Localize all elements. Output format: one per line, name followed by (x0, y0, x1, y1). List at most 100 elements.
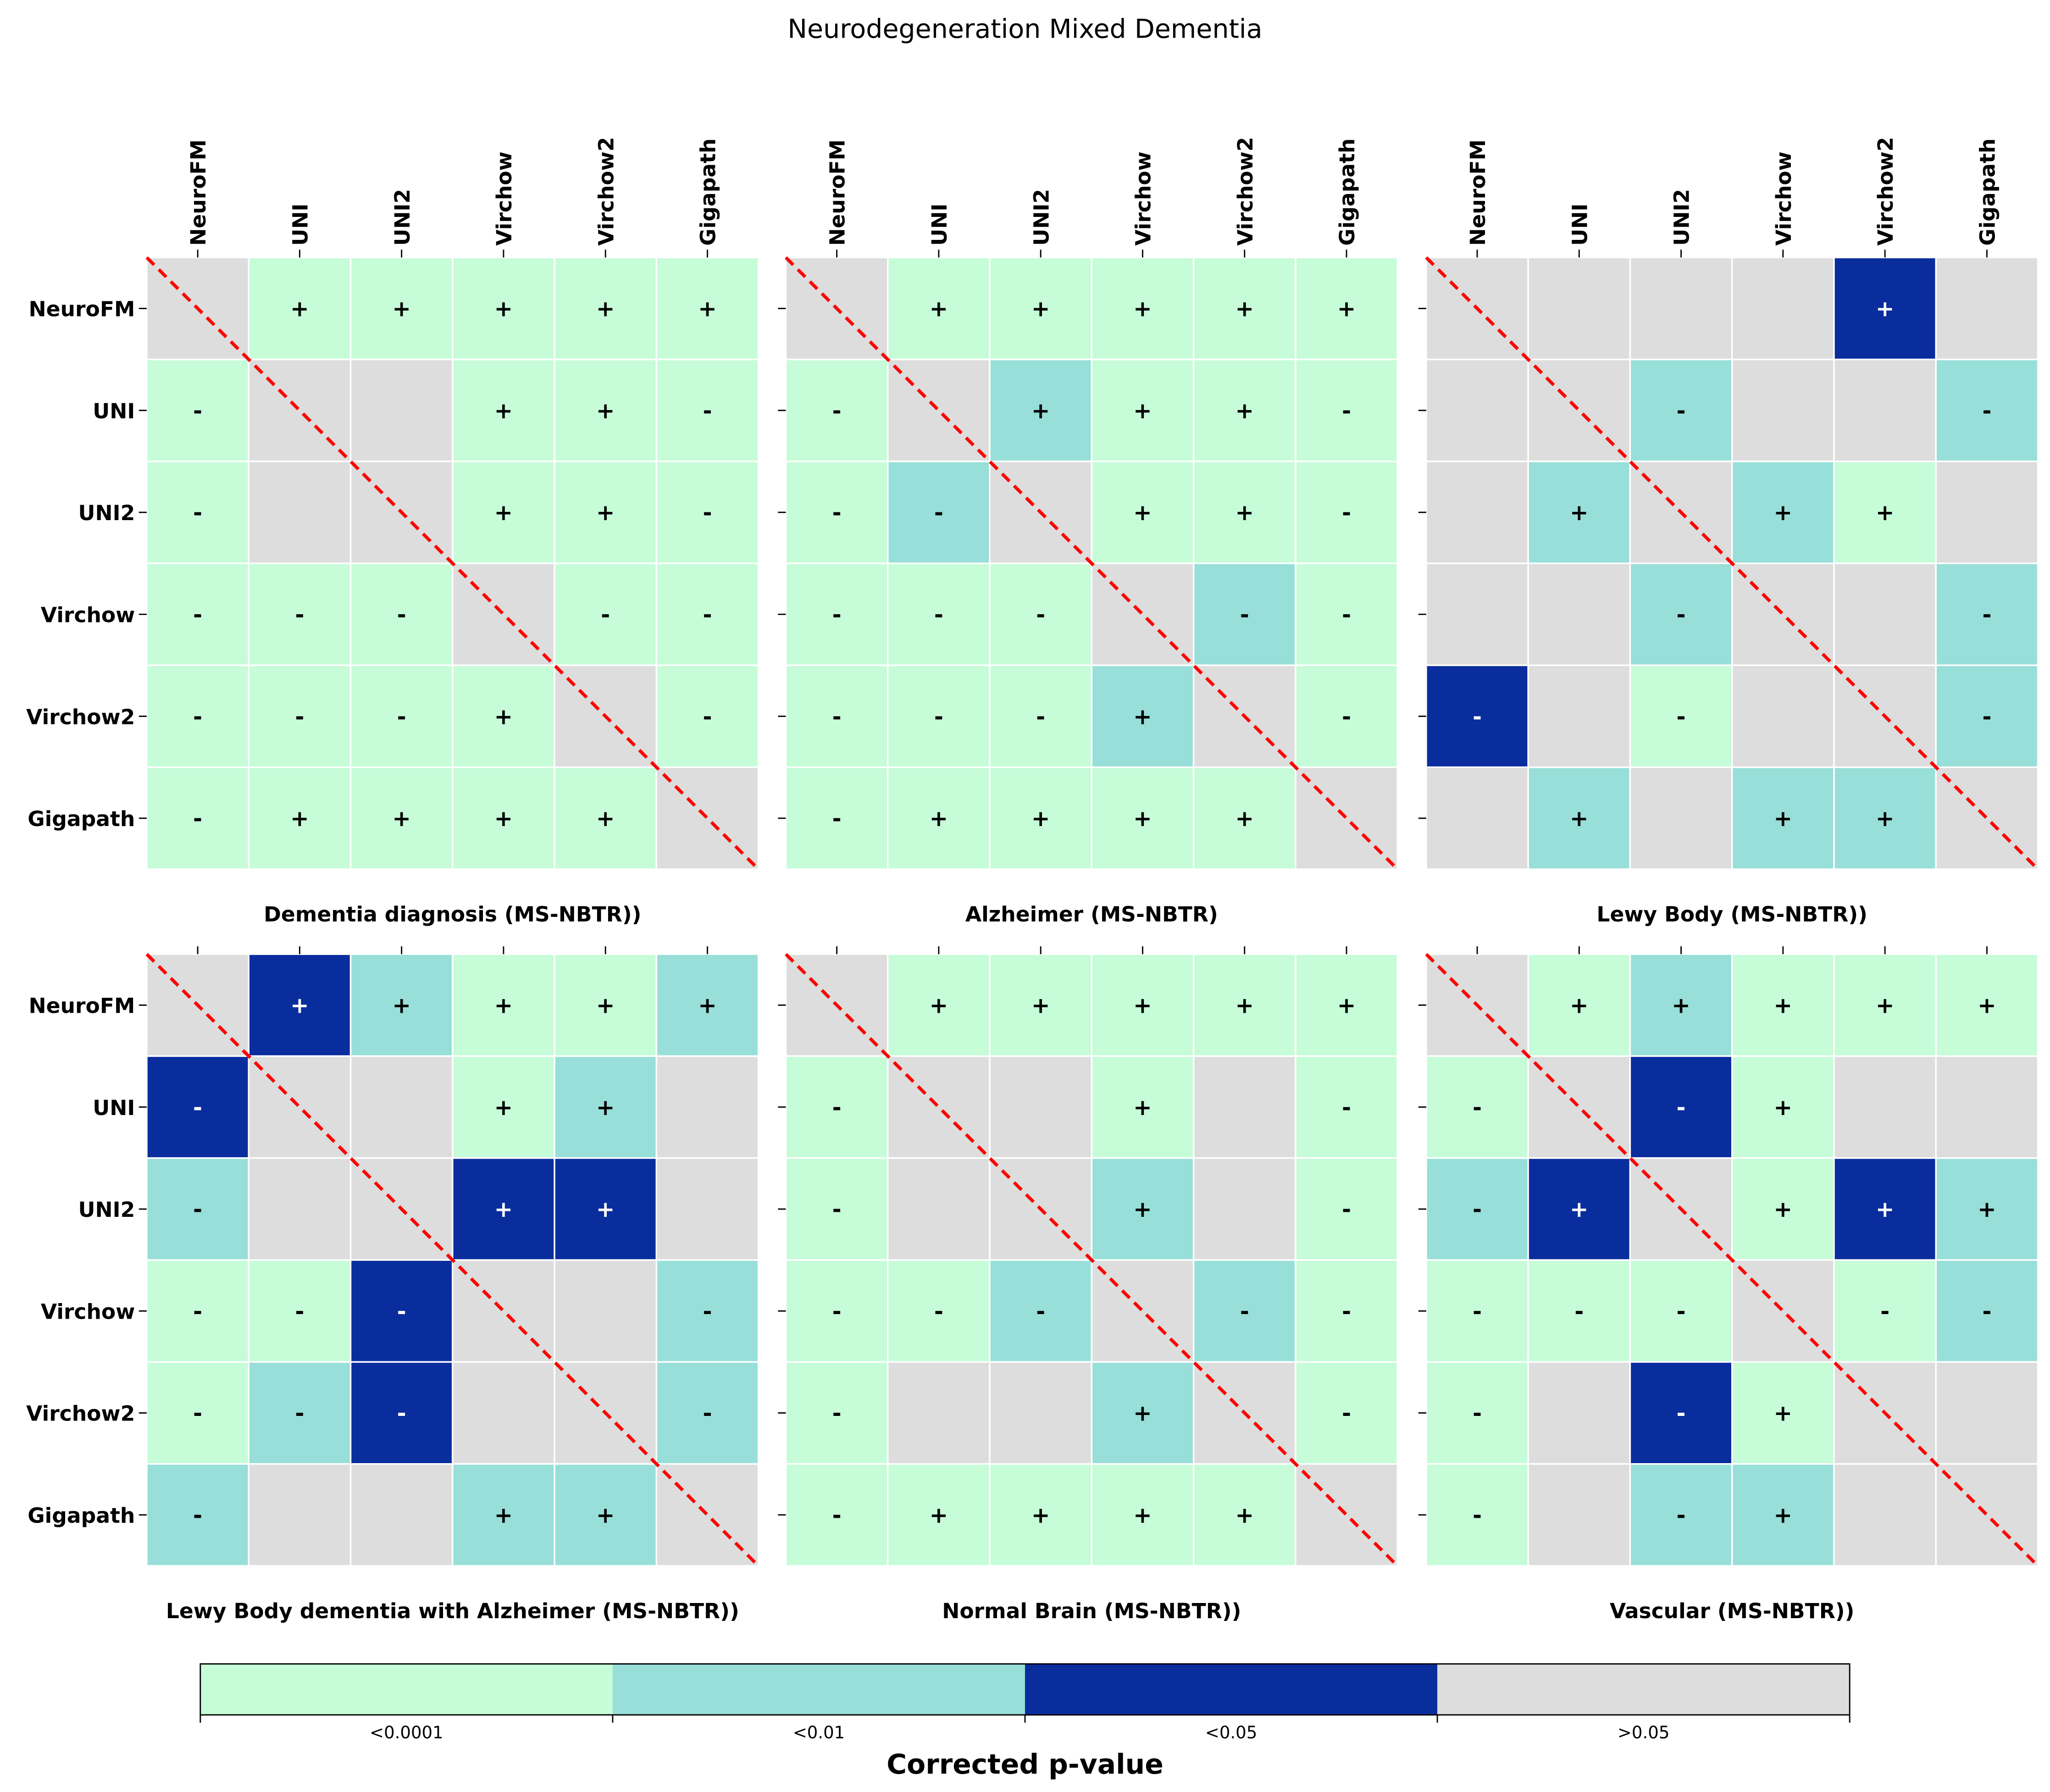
cell-sign-label: + (494, 1503, 513, 1528)
heatmap-cell (1629, 1259, 1733, 1363)
cell-sign-label: + (1774, 806, 1793, 832)
heatmap-cell (1192, 256, 1296, 361)
heatmap-cell (248, 766, 352, 870)
heatmap-cell (887, 460, 991, 564)
heatmap-cell (887, 1055, 991, 1159)
heatmap-cell (146, 1055, 249, 1159)
cell-sign-label: + (596, 1197, 615, 1222)
heatmap-cell (1731, 664, 1835, 768)
heatmap-cell (989, 766, 1093, 870)
colorbar-tick-label: <0.05 (1205, 1723, 1257, 1742)
heatmap-cell (989, 953, 1093, 1057)
cell-sign-label: + (930, 1503, 948, 1528)
cell-sign-label: + (290, 806, 309, 832)
cell-sign-label: - (397, 704, 406, 730)
cell-sign-label: - (703, 704, 712, 730)
cell-sign-label: - (703, 1298, 712, 1324)
diagonal-line (1425, 256, 2039, 871)
heatmap-cell (1192, 1055, 1296, 1159)
cell-sign-label: + (1235, 500, 1254, 526)
heatmap-cell (1935, 766, 2039, 870)
colorbar-segment (612, 1664, 1025, 1715)
heatmap-cell (248, 1361, 352, 1465)
heatmap-panel: + + + + + - + + + - - - + + - - - - - - - - - + - - + + + + NeuroFM UNI… (778, 137, 1399, 927)
heatmap-cell (1833, 766, 1937, 870)
heatmap-cell (1091, 1463, 1195, 1567)
cell-sign-label: + (930, 993, 948, 1019)
cell-sign-label: + (1774, 500, 1793, 526)
cell-sign-label: - (1473, 1503, 1482, 1528)
colorbar-segment (1025, 1664, 1438, 1715)
heatmap-cell (554, 1463, 658, 1567)
cell-sign-label: + (1031, 993, 1050, 1019)
cell-sign-label: - (295, 602, 304, 627)
heatmap-cell (1527, 1157, 1631, 1261)
heatmap-cell (452, 953, 555, 1057)
cell-sign-label: + (596, 806, 615, 832)
cell-sign-label: + (596, 296, 615, 322)
y-tick-label: Virchow (41, 603, 135, 627)
cell-sign-label: + (1235, 1503, 1254, 1528)
heatmap-cell (887, 562, 991, 666)
cell-sign-label: + (1133, 500, 1152, 526)
cell-sign-label: - (1574, 1298, 1584, 1324)
diagonal-line (145, 256, 760, 871)
heatmap-cell (785, 1157, 889, 1261)
cell-sign-label: - (1342, 398, 1351, 424)
cell-sign-label: - (1342, 704, 1351, 730)
cell-sign-label: + (1876, 296, 1895, 322)
x-tick-label: NeuroFM (826, 139, 850, 246)
cell-sign-label: - (1473, 1298, 1482, 1324)
heatmap-cell (1629, 1055, 1733, 1159)
heatmap-cell (1833, 256, 1937, 361)
heatmap-cell (1091, 460, 1195, 564)
cell-sign-label: + (596, 500, 615, 526)
cell-sign-label: - (1240, 1298, 1249, 1324)
heatmap-cell (785, 766, 889, 870)
heatmap-cell (655, 1361, 759, 1465)
x-tick-label: Gigapath (1976, 139, 2000, 246)
cell-sign-label: + (1133, 398, 1152, 424)
heatmap-cell (452, 766, 555, 870)
y-tick-label: UNI (93, 399, 135, 423)
diagonal-line (784, 256, 1399, 871)
cell-sign-label: - (193, 704, 202, 730)
cell-sign-label: - (1677, 1298, 1686, 1324)
cell-sign-label: - (1036, 602, 1045, 627)
heatmap-cell (1731, 358, 1835, 462)
cell-sign-label: + (1876, 806, 1895, 832)
heatmap-cell (887, 1259, 991, 1363)
cell-sign-label: - (703, 500, 712, 526)
heatmap-cell (989, 256, 1093, 361)
cell-sign-label: - (1240, 602, 1249, 627)
cell-sign-label: - (1342, 602, 1351, 627)
cell-sign-label: - (295, 1401, 304, 1426)
cell-sign-label: + (494, 500, 513, 526)
heatmap-cell (1527, 1055, 1631, 1159)
heatmap-cell (554, 953, 658, 1057)
cell-sign-label: + (1774, 1401, 1793, 1426)
heatmap-cell (1192, 953, 1296, 1057)
heatmap-cell (248, 256, 352, 361)
heatmap-cell (1935, 460, 2039, 564)
heatmap-cell (349, 1259, 454, 1363)
heatmap-cell (887, 1361, 991, 1465)
cell-sign-label: + (1031, 806, 1050, 832)
heatmap-cell (1935, 1361, 2039, 1465)
cell-sign-label: - (1982, 602, 1991, 627)
heatmap-cell (1935, 1259, 2039, 1363)
heatmap-cell (989, 1055, 1093, 1159)
heatmap-cell (146, 664, 249, 768)
heatmap-cell (248, 460, 352, 564)
cell-sign-label: + (1876, 993, 1895, 1019)
cell-sign-label: + (392, 296, 411, 322)
cell-sign-label: + (1133, 806, 1152, 832)
cell-sign-label: + (290, 993, 309, 1019)
heatmap-cell (989, 1361, 1093, 1465)
cell-sign-label: - (397, 1298, 406, 1324)
heatmap-cell (655, 256, 759, 361)
cell-sign-label: - (1677, 704, 1686, 730)
cell-sign-label: - (1473, 1401, 1482, 1426)
cell-sign-label: - (1677, 1095, 1686, 1121)
x-tick-label: Virchow2 (1233, 137, 1258, 246)
